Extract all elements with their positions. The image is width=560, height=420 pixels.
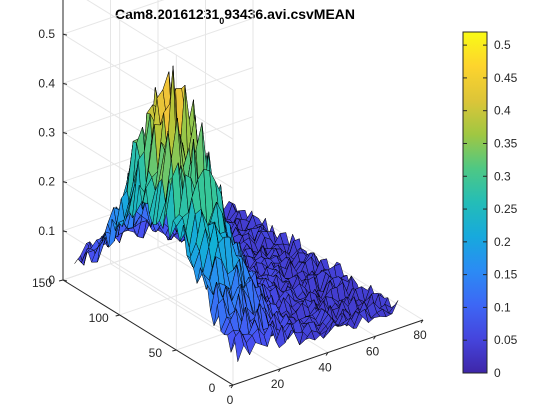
colorbar-tick-label: 0.4 [494, 104, 511, 118]
z-tick-mark [62, 230, 68, 233]
colorbar-tick-label: 0.25 [494, 202, 518, 216]
x-tick-label: 20 [271, 377, 285, 391]
x-tick-mark [373, 335, 376, 340]
z-tick-label: 0.4 [38, 76, 55, 90]
z-tick-mark [62, 181, 68, 184]
y-axis-line [62, 279, 234, 386]
colorbar-gradient [462, 31, 488, 374]
z-tick-label: 0.1 [38, 224, 55, 238]
z-tick-label: 0.5 [38, 27, 55, 41]
x-tick-label: 0 [227, 393, 234, 407]
y-tick-mark [115, 314, 120, 317]
grid-line [62, 17, 254, 84]
z-tick-mark [62, 82, 68, 85]
z-tick-mark [62, 132, 68, 134]
x-tick-label: 40 [318, 361, 332, 375]
colorbar-tick-label: 0.3 [494, 169, 511, 183]
surface-patch [388, 300, 399, 314]
y-tick-label: 100 [89, 311, 109, 325]
surface-mesh [74, 65, 399, 362]
grid-line [86, 0, 234, 91]
chart-title: Cam8.20161231093436.avi.csvMEAN [115, 6, 355, 26]
y-tick-label: 150 [32, 276, 52, 290]
colorbar-tick-label: 0.5 [494, 38, 511, 52]
y-tick-mark [172, 349, 177, 352]
colorbar-tick-label: 0.1 [494, 300, 511, 314]
x-tick-mark [325, 352, 329, 356]
colorbar-tick-label: 0.2 [494, 235, 511, 249]
grid-line [62, 33, 234, 140]
colorbar: 0 0.05 0.1 0.15 0.2 0.25 0.3 0.35 0.4 0.45 0.5 [462, 31, 518, 380]
x-tick-mark [278, 368, 281, 373]
colorbar-tick-label: 0.35 [494, 136, 518, 150]
colorbar-tick-label: 0.45 [494, 71, 518, 85]
colorbar-tick-label: 0 [494, 366, 501, 380]
z-tick-label: 0 [48, 273, 55, 287]
y-tick-mark [58, 279, 64, 282]
z-tick-label: 0.2 [38, 175, 55, 189]
z-tick-mark [62, 279, 68, 282]
colorbar-tick-label: 0.05 [494, 333, 518, 347]
grid-line [110, 263, 281, 370]
z-tick-mark [62, 33, 68, 36]
x-tick-mark [420, 319, 424, 324]
grid-line [62, 0, 165, 35]
y-tick-mark [228, 384, 234, 387]
x-tick-label: 60 [366, 344, 380, 358]
y-tick-label: 50 [149, 346, 163, 360]
z-tick-label: 0.3 [38, 126, 55, 140]
x-tick-label: 80 [413, 328, 427, 342]
colorbar-tick-label: 0.15 [494, 268, 518, 282]
y-tick-label: 0 [209, 381, 216, 395]
